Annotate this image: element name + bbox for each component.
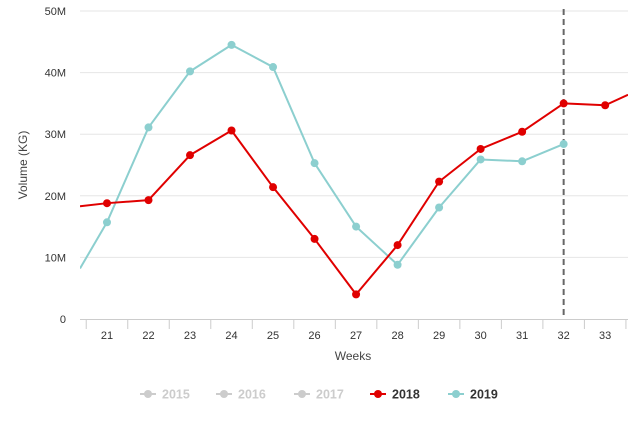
data-point-2018[interactable] <box>476 144 485 153</box>
x-tick-label: 27 <box>350 330 362 342</box>
legend-item-2015[interactable]: 2015 <box>140 388 190 402</box>
x-axis <box>80 319 628 329</box>
data-point-2018[interactable] <box>227 126 236 135</box>
y-tick-label: 40M <box>45 68 66 80</box>
x-tick-label: 30 <box>474 330 486 342</box>
series-line-2018 <box>80 93 628 296</box>
data-point-2019[interactable] <box>476 155 485 164</box>
legend-item-2019[interactable]: 2019 <box>448 388 498 402</box>
legend-marker-swatch <box>298 390 306 398</box>
x-axis-title: Weeks <box>335 349 371 363</box>
legend-marker-swatch <box>452 390 460 398</box>
x-tick-label: 23 <box>184 330 196 342</box>
x-axis-ticks: 21 22 23 24 25 26 27 28 29 30 31 32 33 <box>101 330 611 342</box>
x-tick-label: 24 <box>225 330 237 342</box>
legend-item-2018[interactable]: 2018 <box>370 388 420 402</box>
y-tick-label: 50M <box>45 6 66 18</box>
data-point-2019[interactable] <box>352 222 361 231</box>
data-point-2018[interactable] <box>601 101 610 110</box>
data-point-2019[interactable] <box>269 63 278 72</box>
x-tick-label: 32 <box>558 330 570 342</box>
legend-item-2017[interactable]: 2017 <box>294 388 344 402</box>
gridlines <box>80 10 628 258</box>
x-tick-label: 21 <box>101 330 113 342</box>
legend-label: 2017 <box>316 388 344 402</box>
legend: 2015 2016 2017 2018 2019 <box>140 388 498 402</box>
y-tick-label: 10M <box>45 252 66 264</box>
legend-label: 2016 <box>238 388 266 402</box>
x-tick-label: 26 <box>308 330 320 342</box>
data-point-2018[interactable] <box>269 183 278 192</box>
x-tick-label: 33 <box>599 330 611 342</box>
y-tick-label: 20M <box>45 191 66 203</box>
data-point-2019[interactable] <box>310 159 319 168</box>
legend-marker-swatch <box>144 390 152 398</box>
data-point-2018[interactable] <box>310 234 319 243</box>
data-point-2019[interactable] <box>435 203 444 212</box>
legend-marker-swatch <box>220 390 228 398</box>
data-point-2018[interactable] <box>559 99 568 108</box>
data-point-2018[interactable] <box>518 127 527 136</box>
data-point-2019[interactable] <box>102 218 111 227</box>
data-point-2019[interactable] <box>393 260 402 269</box>
y-tick-label: 30M <box>45 129 66 141</box>
data-point-2018[interactable] <box>186 151 195 160</box>
data-point-2018[interactable] <box>435 177 444 186</box>
data-point-2018[interactable] <box>352 290 361 299</box>
points-layer <box>102 40 610 299</box>
y-tick-label: 0 <box>60 314 66 326</box>
data-point-2018[interactable] <box>102 199 111 208</box>
data-point-2018[interactable] <box>393 241 402 250</box>
data-point-2019[interactable] <box>559 140 568 149</box>
x-tick-label: 22 <box>142 330 154 342</box>
data-point-2018[interactable] <box>144 196 153 205</box>
legend-label: 2015 <box>162 388 190 402</box>
data-point-2019[interactable] <box>144 123 153 132</box>
y-axis-ticks: 0 10M 20M 30M 40M 50M <box>45 6 66 326</box>
legend-label: 2018 <box>392 388 420 402</box>
x-tick-label: 28 <box>391 330 403 342</box>
x-tick-label: 31 <box>516 330 528 342</box>
legend-marker-swatch <box>374 390 382 398</box>
legend-label: 2019 <box>470 388 498 402</box>
x-tick-label: 25 <box>267 330 279 342</box>
legend-item-2016[interactable]: 2016 <box>216 388 266 402</box>
series-line-2019 <box>80 43 565 269</box>
data-point-2019[interactable] <box>518 157 527 166</box>
data-point-2019[interactable] <box>227 40 236 49</box>
y-axis-title: Volume (KG) <box>16 131 30 200</box>
x-tick-label: 29 <box>433 330 445 342</box>
data-point-2019[interactable] <box>186 67 195 76</box>
